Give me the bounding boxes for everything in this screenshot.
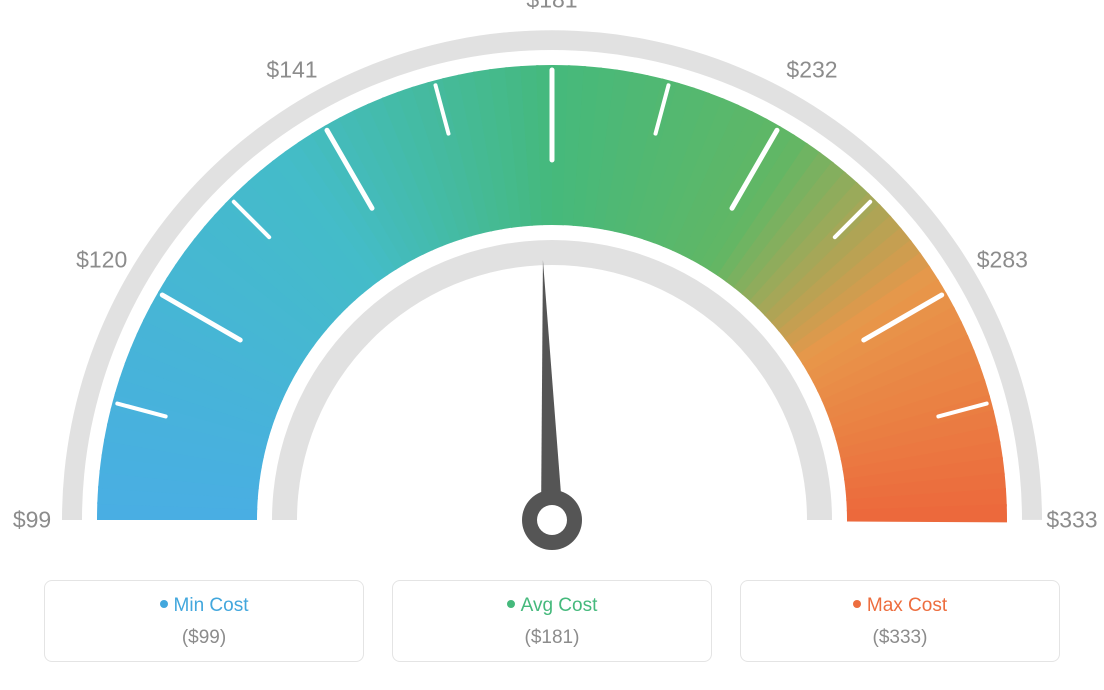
legend-value-avg: ($181) bbox=[403, 627, 701, 649]
gauge-svg bbox=[0, 0, 1104, 560]
legend-card-avg: Avg Cost ($181) bbox=[392, 580, 712, 662]
gauge-tick-label: $181 bbox=[526, 0, 577, 14]
dot-icon bbox=[853, 600, 861, 608]
gauge-tick-label: $141 bbox=[266, 56, 317, 83]
gauge-tick-label: $120 bbox=[76, 247, 127, 274]
legend-row: Min Cost ($99) Avg Cost ($181) Max Cost … bbox=[0, 580, 1104, 662]
legend-label: Min Cost bbox=[174, 595, 249, 616]
legend-value-max: ($333) bbox=[751, 627, 1049, 649]
dot-icon bbox=[160, 600, 168, 608]
legend-label: Avg Cost bbox=[521, 595, 598, 616]
legend-title-min: Min Cost bbox=[55, 595, 353, 617]
legend-card-max: Max Cost ($333) bbox=[740, 580, 1060, 662]
gauge-tick-label: $99 bbox=[13, 507, 51, 534]
legend-value-min: ($99) bbox=[55, 627, 353, 649]
gauge-tick-label: $232 bbox=[786, 56, 837, 83]
dot-icon bbox=[507, 600, 515, 608]
gauge-tick-label: $333 bbox=[1046, 507, 1097, 534]
legend-label: Max Cost bbox=[867, 595, 947, 616]
legend-card-min: Min Cost ($99) bbox=[44, 580, 364, 662]
legend-title-avg: Avg Cost bbox=[403, 595, 701, 617]
gauge-tick-label: $283 bbox=[977, 247, 1028, 274]
legend-title-max: Max Cost bbox=[751, 595, 1049, 617]
cost-gauge: $99 $120 $141 $181 $232 $283 $333 bbox=[0, 0, 1104, 560]
